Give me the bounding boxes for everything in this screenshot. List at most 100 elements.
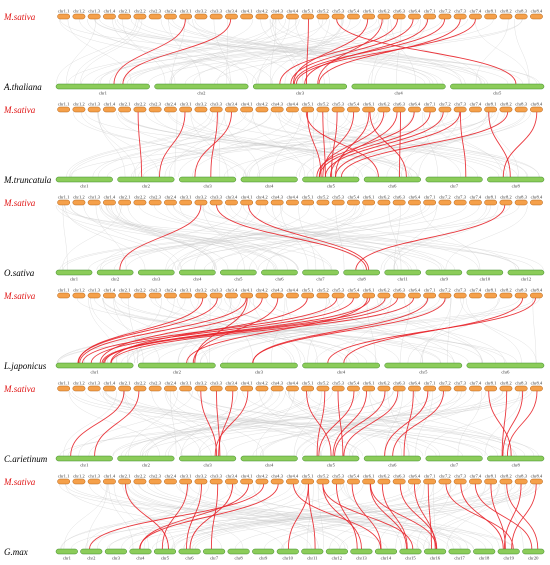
target-chromosome-label: chr15 [405,556,416,561]
reference-chromosome-label: chr8.1 [485,195,497,200]
reference-chromosome [438,385,452,392]
reference-chromosome [164,292,177,299]
background-link [87,18,230,85]
syntenic-link [460,483,504,550]
syntenic-link [413,483,436,550]
reference-chromosome-label: chr2.1 [119,381,131,386]
target-species-label: C.arietinum [4,454,48,464]
reference-chromosome-label: chr5.1 [302,102,314,107]
background-link [62,204,401,271]
background-link [55,204,277,271]
reference-chromosome [438,199,452,206]
background-link [357,111,506,178]
background-link [105,204,258,271]
reference-chromosome-label: chr7.2 [439,381,451,386]
background-link [62,204,68,271]
reference-species-label: M.sativa [3,105,36,115]
target-chromosome [55,269,93,276]
syntenic-link [215,390,221,457]
reference-chromosome [286,292,299,299]
reference-chromosome [72,106,86,113]
reference-chromosome-label: chr3.3 [210,288,222,293]
background-link [121,297,447,364]
reference-chromosome-label: chr7.3 [454,381,466,386]
syntenic-link [99,297,263,364]
syntenic-link [399,483,438,550]
background-link [173,204,520,271]
background-link [279,111,529,178]
background-link [79,18,258,85]
reference-chromosome [255,13,269,20]
background-link [387,390,409,457]
target-chromosome [117,455,175,462]
reference-chromosome-label: chr3.1 [180,102,192,107]
reference-chromosome [331,13,345,20]
background-link [368,18,421,85]
background-link [168,18,201,85]
background-link [223,111,260,178]
reference-chromosome [133,478,147,485]
background-link [203,204,520,271]
background-link [401,111,442,178]
syntenic-link [216,204,367,271]
syntenic-link [340,111,509,178]
background-link [252,390,508,457]
target-chromosome-label: chr12 [521,277,532,282]
reference-chromosome-label: chr5.1 [302,195,314,200]
reference-chromosome [301,106,315,113]
reference-chromosome [209,478,223,485]
reference-chromosome-label: chr3.2 [195,381,207,386]
reference-chromosome-label: chr2.4 [165,102,177,107]
reference-chromosome-label: chr2.3 [149,288,161,293]
reference-chromosome [377,292,391,299]
target-chromosome-label: chr2 [87,556,96,561]
reference-chromosome-label: chr4.2 [256,381,268,386]
background-link [243,111,355,178]
target-chromosome-label: chr8 [512,184,521,189]
background-link [416,483,452,550]
background-link [242,390,441,457]
reference-chromosome [240,13,254,20]
background-link [400,297,411,364]
background-link [169,111,418,178]
background-link [141,390,273,457]
reference-chromosome [301,292,315,299]
reference-chromosome [164,199,177,206]
syntenic-link [186,297,368,364]
target-chromosome-label: chr11 [307,556,318,561]
background-link [171,483,364,550]
reference-chromosome-label: chr1.4 [104,288,116,293]
background-link [457,390,483,457]
syntenic-link [293,483,382,550]
reference-chromosome [87,292,101,299]
reference-chromosome [286,106,299,113]
reference-chromosome-label: chr1.4 [104,9,116,14]
reference-chromosome-label: chr4.4 [287,288,299,293]
reference-chromosome [423,13,437,20]
reference-chromosome-label: chr2.4 [165,381,177,386]
target-chromosome [137,269,175,276]
target-chromosome [425,269,463,276]
reference-chromosome-label: chr7.3 [454,288,466,293]
background-link [234,483,462,550]
reference-chromosome [164,385,177,392]
background-link [90,297,136,364]
background-link [69,111,472,178]
background-link [433,483,436,550]
target-chromosome [261,269,298,276]
background-link [292,483,494,550]
reference-chromosome-label: chr7.3 [454,195,466,200]
syntenic-link [334,390,386,457]
target-chromosome [55,548,78,555]
reference-chromosome-label: chr1.1 [58,381,70,386]
syntenic-link [370,483,437,550]
syntenic-link [445,483,514,550]
background-link [270,18,277,85]
target-chromosome-label: chr7 [316,277,325,282]
target-chromosome-label: chr5 [493,91,502,96]
target-chromosome-label: chr5 [161,556,170,561]
reference-chromosome [148,13,162,20]
reference-chromosome-label: chr7.1 [424,381,436,386]
reference-chromosome [453,13,467,20]
background-link [187,18,431,85]
